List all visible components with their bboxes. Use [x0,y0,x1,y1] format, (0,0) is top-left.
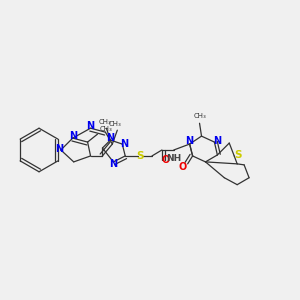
Text: N: N [186,136,194,146]
Text: O: O [178,162,187,172]
Text: S: S [234,150,242,160]
Text: N: N [69,131,77,141]
Text: CH₃: CH₃ [100,126,112,132]
Text: N: N [86,121,94,131]
Text: O: O [162,155,170,165]
Text: CH₃: CH₃ [109,121,122,127]
Text: N: N [120,139,128,149]
Text: CH₃: CH₃ [193,113,206,119]
Text: N: N [55,144,63,154]
Text: N: N [109,159,117,169]
Text: N: N [213,136,221,146]
Text: N: N [106,133,114,143]
Text: CH₃: CH₃ [99,119,112,125]
Text: S: S [136,151,144,161]
Text: NH: NH [166,154,182,163]
